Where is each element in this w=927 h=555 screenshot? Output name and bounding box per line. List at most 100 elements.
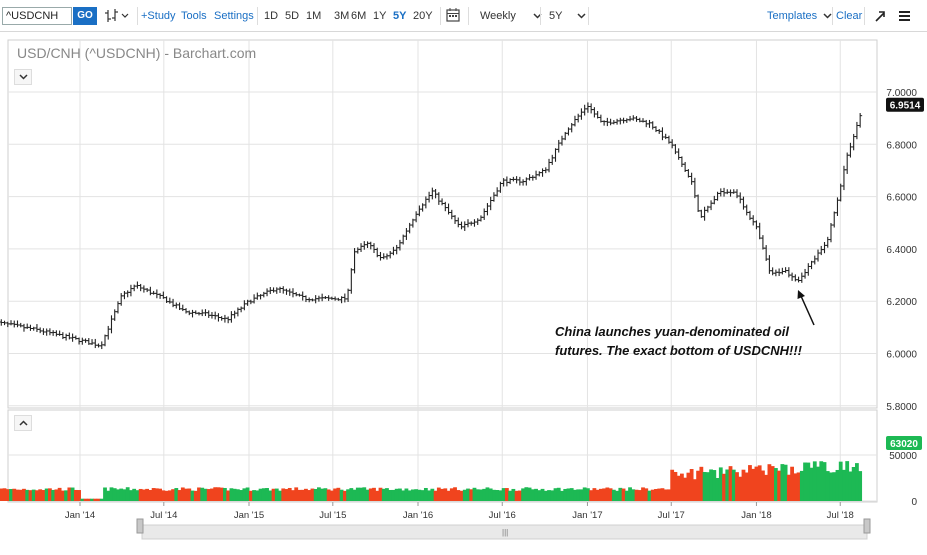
chart-area[interactable]: USD/CNH (^USDCNH) - Barchart.com 7.0000 6… xyxy=(0,34,927,550)
volume-bar xyxy=(171,489,175,501)
range-button-5y[interactable]: 5Y xyxy=(393,10,407,22)
range-button-3m[interactable]: 3M xyxy=(334,10,350,22)
range-button-5d[interactable]: 5D xyxy=(285,10,300,22)
volume-bar xyxy=(563,488,568,501)
volume-bar xyxy=(349,488,354,501)
volume-bar xyxy=(754,466,759,501)
expand-button[interactable] xyxy=(874,0,886,32)
volume-bar xyxy=(317,487,321,501)
date-picker-button[interactable] xyxy=(446,0,460,32)
volume-bar xyxy=(232,488,237,501)
volume-bar xyxy=(365,489,370,501)
volume-bar xyxy=(93,498,98,501)
scroll-bar[interactable]: ||| xyxy=(136,518,871,540)
add-study-button[interactable]: +Study xyxy=(141,10,176,22)
range-button-1m[interactable]: 1M xyxy=(306,10,322,22)
volume-bar xyxy=(145,488,150,501)
volume-bar xyxy=(433,490,438,501)
volume-bar xyxy=(83,498,88,501)
volume-bar xyxy=(294,487,299,501)
range-button-1d[interactable]: 1D xyxy=(264,10,279,22)
volume-bar xyxy=(835,469,840,501)
volume-bar xyxy=(530,489,535,501)
volume-bar xyxy=(621,488,626,501)
volume-bar xyxy=(589,490,594,501)
span-dropdown[interactable]: 5Y xyxy=(549,0,586,32)
clear-button[interactable]: Clear xyxy=(836,10,863,22)
volume-bar xyxy=(281,488,286,501)
volume-bar xyxy=(57,487,62,501)
chevron-down-icon xyxy=(823,0,832,32)
volume-bar xyxy=(527,487,532,501)
volume-bar xyxy=(696,470,701,501)
volume-bar xyxy=(579,489,584,501)
volume-bar xyxy=(368,488,373,501)
volume-bar xyxy=(517,490,522,501)
volume-bar xyxy=(637,490,642,501)
volume-bar xyxy=(556,487,561,501)
period-dropdown[interactable]: Weekly xyxy=(480,0,542,32)
volume-bar xyxy=(488,488,493,501)
volume-bar xyxy=(799,470,804,501)
volume-bar xyxy=(141,489,146,501)
volume-bar xyxy=(650,489,655,501)
range-button-1y[interactable]: 1Y xyxy=(373,10,387,22)
volume-bar xyxy=(203,488,208,501)
volume-bar xyxy=(709,469,713,501)
last-volume-badge xyxy=(886,436,922,451)
volume-bar xyxy=(31,489,36,501)
volume-bar xyxy=(268,490,273,501)
volume-bar xyxy=(744,472,749,501)
volume-bar xyxy=(2,488,7,501)
volume-bar xyxy=(514,490,519,501)
volume-bar xyxy=(410,489,415,501)
chevron-up-icon xyxy=(18,420,28,426)
chart-type-selector[interactable] xyxy=(104,0,130,32)
menu-button[interactable] xyxy=(898,0,912,32)
x-tick-label: Jul '17 xyxy=(658,510,685,521)
symbol-input[interactable]: ^USDCNH xyxy=(2,7,72,25)
volume-bar xyxy=(683,477,688,501)
volume-bar xyxy=(566,488,571,501)
volume-bar xyxy=(213,487,218,501)
volume-bar xyxy=(472,487,477,501)
volume-bar xyxy=(673,471,678,501)
volume-bar xyxy=(414,489,419,501)
volume-bar xyxy=(245,487,250,501)
volume-bar xyxy=(388,489,393,501)
go-button[interactable]: GO xyxy=(73,7,97,25)
volume-bar xyxy=(598,488,603,501)
range-button-20y[interactable]: 20Y xyxy=(413,10,433,22)
volume-bar xyxy=(274,488,279,501)
volume-bar xyxy=(537,490,542,501)
volume-bar xyxy=(611,489,616,501)
volume-bar xyxy=(129,490,133,501)
templates-dropdown[interactable]: Templates xyxy=(767,0,832,32)
scroll-handle-right xyxy=(863,518,871,534)
collapse-volume-pane-button[interactable] xyxy=(14,415,32,431)
volume-bar xyxy=(624,490,629,501)
volume-bar xyxy=(485,487,490,501)
volume-bar xyxy=(748,465,752,501)
toolbar-divider xyxy=(468,7,469,25)
volume-bar xyxy=(287,487,292,501)
tools-button[interactable]: Tools xyxy=(181,10,207,22)
volume-bar xyxy=(248,490,253,501)
volume-bar xyxy=(161,490,166,501)
ohlc-bars-icon xyxy=(105,9,129,22)
range-button-6m[interactable]: 6M xyxy=(351,10,367,22)
volume-bar xyxy=(436,487,441,501)
volume-bar xyxy=(462,489,467,501)
volume-bar xyxy=(550,490,555,501)
settings-button[interactable]: Settings xyxy=(214,10,254,22)
volume-bar xyxy=(631,489,636,501)
chart-grid xyxy=(7,39,878,506)
price-chart-svg[interactable]: USD/CNH (^USDCNH) - Barchart.com 7.00006… xyxy=(0,34,927,550)
volume-bar xyxy=(307,490,312,501)
toolbar-divider xyxy=(440,7,441,25)
volume-bar xyxy=(258,488,263,501)
collapse-price-pane-button[interactable] xyxy=(14,69,32,85)
volume-bar xyxy=(310,488,315,501)
scroll-grip-icon: ||| xyxy=(502,528,508,537)
x-tick-label: Jul '18 xyxy=(827,510,854,521)
